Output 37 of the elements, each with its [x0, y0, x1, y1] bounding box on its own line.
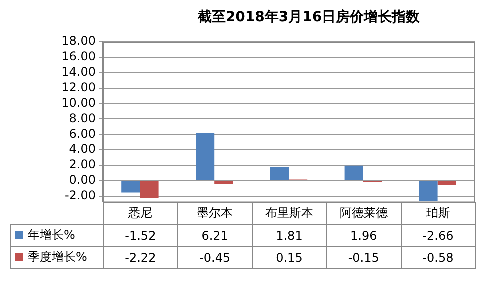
data-label: -2.22 [104, 246, 178, 268]
y-tick-label: 14.00 [62, 65, 96, 80]
data-label: -0.58 [401, 246, 476, 268]
legend-label: 年增长% [10, 224, 104, 246]
bar [344, 166, 364, 180]
chart-title: 截至2018年3月16日房价增长指数 [196, 8, 422, 26]
bar [140, 181, 159, 198]
y-tick-label: 4.00 [69, 142, 96, 156]
data-label: 1.96 [326, 224, 402, 246]
data-label: -2.66 [401, 224, 476, 246]
legend-label: 季度增长% [10, 246, 104, 268]
bar [214, 181, 234, 184]
y-tick-label: 10.00 [62, 96, 96, 110]
bar [419, 181, 438, 202]
y-tick-label: 2.00 [69, 158, 96, 172]
y-tick-label: 18.00 [62, 34, 96, 48]
y-tick-label: -2.00 [64, 188, 96, 203]
bar [438, 181, 456, 186]
data-label: 0.15 [252, 246, 327, 268]
data-label: -1.52 [104, 224, 178, 246]
y-tick-label: 6.00 [69, 126, 96, 141]
y-tick-label: 12.00 [62, 80, 96, 94]
data-label: 1.81 [252, 224, 327, 246]
x-tick-label: 墨尔本 [178, 202, 252, 224]
bar [122, 181, 140, 193]
bar [196, 133, 215, 180]
x-tick-label: 布里斯本 [252, 202, 327, 224]
y-tick-label: 0.00 [69, 173, 96, 188]
bar [270, 166, 289, 180]
x-tick-label: 阿德莱德 [326, 202, 402, 224]
data-label: 6.21 [178, 224, 252, 246]
data-label: -0.15 [326, 246, 402, 268]
y-tick-label: 16.00 [62, 50, 96, 64]
x-tick-label: 悉尼 [104, 202, 178, 224]
data-label: -0.45 [178, 246, 252, 268]
y-tick-label: 8.00 [69, 111, 96, 126]
x-tick-label: 珀斯 [401, 202, 476, 224]
